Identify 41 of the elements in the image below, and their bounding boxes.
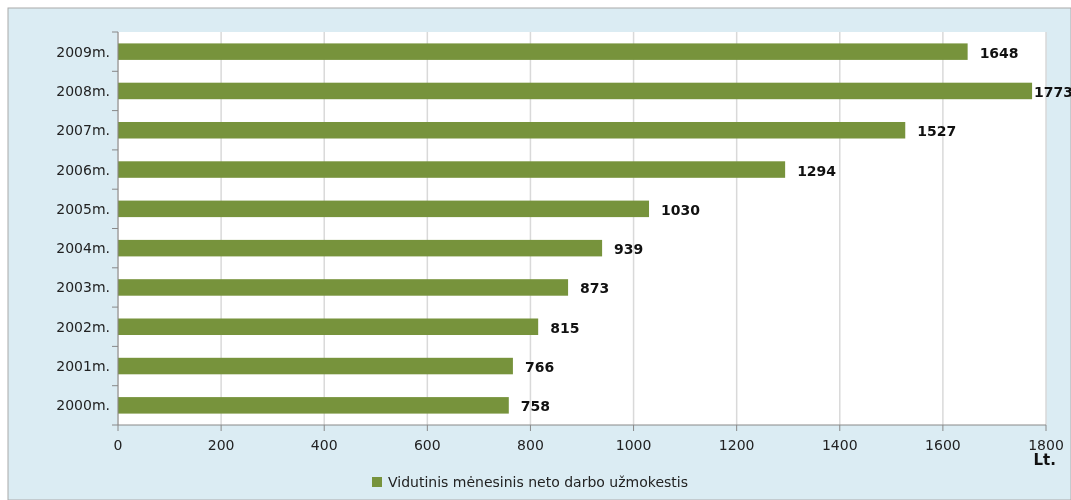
y-tick-label: 2003m. bbox=[56, 279, 110, 296]
bar bbox=[118, 161, 786, 178]
y-tick-label: 2004m. bbox=[56, 240, 110, 257]
legend-label: Vidutinis mėnesinis neto darbo užmokestis bbox=[388, 474, 688, 490]
data-label: 758 bbox=[520, 398, 551, 415]
bar bbox=[118, 239, 603, 257]
data-label: 815 bbox=[550, 319, 580, 336]
data-label: 1527 bbox=[917, 123, 957, 140]
y-tick-label: 2001m. bbox=[56, 358, 110, 375]
y-tick-label: 2005m. bbox=[56, 200, 110, 217]
bar bbox=[118, 357, 513, 375]
y-tick-label: 2009m. bbox=[56, 43, 110, 60]
x-tick-label: 400 bbox=[310, 437, 338, 453]
x-tick-label: 1400 bbox=[821, 437, 858, 453]
y-tick-label: 2000m. bbox=[56, 397, 110, 414]
bar bbox=[118, 318, 539, 335]
bar bbox=[118, 279, 569, 296]
bar bbox=[118, 43, 968, 60]
x-tick-label: 200 bbox=[207, 437, 235, 453]
data-label: 939 bbox=[614, 241, 644, 258]
data-label: 1030 bbox=[661, 201, 701, 218]
x-tick-label: 0 bbox=[113, 437, 123, 453]
y-tick-label: 2008m. bbox=[56, 82, 110, 99]
y-tick-label: 2006m. bbox=[56, 161, 110, 178]
x-tick-label: 1600 bbox=[925, 437, 961, 453]
x-tick-label: 800 bbox=[517, 437, 544, 453]
x-tick-label: 1800 bbox=[1028, 437, 1064, 453]
data-label: 766 bbox=[524, 359, 555, 376]
data-label: 873 bbox=[580, 280, 610, 297]
x-tick-label: 600 bbox=[413, 437, 441, 453]
x-tick-label: 1000 bbox=[615, 437, 652, 453]
y-tick-label: 2007m. bbox=[56, 122, 110, 139]
bar bbox=[118, 122, 906, 139]
x-tick-label: 1200 bbox=[718, 437, 755, 453]
data-label: 1294 bbox=[797, 162, 837, 179]
y-tick-label: 2002m. bbox=[56, 318, 110, 335]
bar bbox=[118, 82, 1033, 100]
x-axis-title: Lt. bbox=[1033, 451, 1056, 469]
data-label: 1648 bbox=[979, 44, 1019, 61]
bar bbox=[118, 397, 509, 414]
bar bbox=[118, 200, 650, 218]
